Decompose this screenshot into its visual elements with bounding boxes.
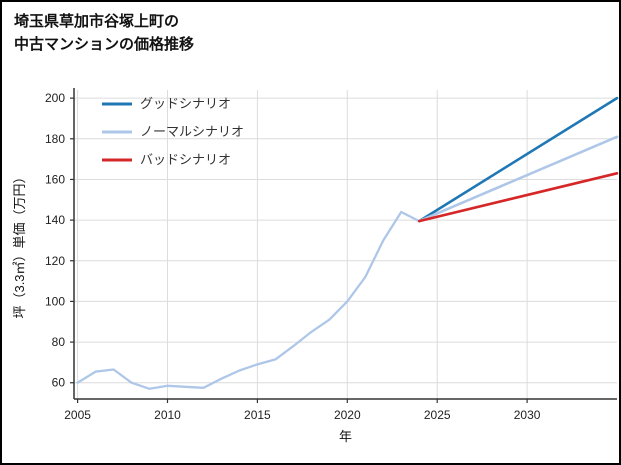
chart-title-line1: 埼玉県草加市谷塚上町の xyxy=(14,13,180,30)
y-tick-label: 160 xyxy=(45,172,65,186)
x-tick-label: 2020 xyxy=(334,408,361,422)
x-axis-label: 年 xyxy=(339,429,352,444)
series-line xyxy=(76,210,421,390)
y-tick-label: 60 xyxy=(52,376,66,390)
legend-label: ノーマルシナリオ xyxy=(140,124,244,139)
y-tick-label: 200 xyxy=(45,91,65,105)
x-tick-label: 2005 xyxy=(64,408,91,422)
y-tick-label: 100 xyxy=(45,294,65,308)
x-tick-label: 2010 xyxy=(154,408,181,422)
y-tick-label: 180 xyxy=(45,132,65,146)
y-axis-label: 坪（3.3㎡）単価（万円） xyxy=(12,170,27,318)
x-tick-label: 2025 xyxy=(424,408,451,422)
y-tick-label: 80 xyxy=(52,335,66,349)
legend-label: グッドシナリオ xyxy=(140,96,231,111)
series-line xyxy=(417,135,619,223)
chart-title: 埼玉県草加市谷塚上町の 中古マンションの価格推移 xyxy=(14,10,194,57)
x-tick-label: 2030 xyxy=(514,408,541,422)
legend-label: バッドシナリオ xyxy=(140,152,231,167)
series-line xyxy=(417,96,619,223)
chart-title-line2: 中古マンションの価格推移 xyxy=(14,36,195,54)
x-tick-label: 2015 xyxy=(244,408,271,422)
y-tick-label: 120 xyxy=(45,254,65,268)
series-line xyxy=(417,172,619,223)
y-tick-label: 140 xyxy=(45,213,65,227)
